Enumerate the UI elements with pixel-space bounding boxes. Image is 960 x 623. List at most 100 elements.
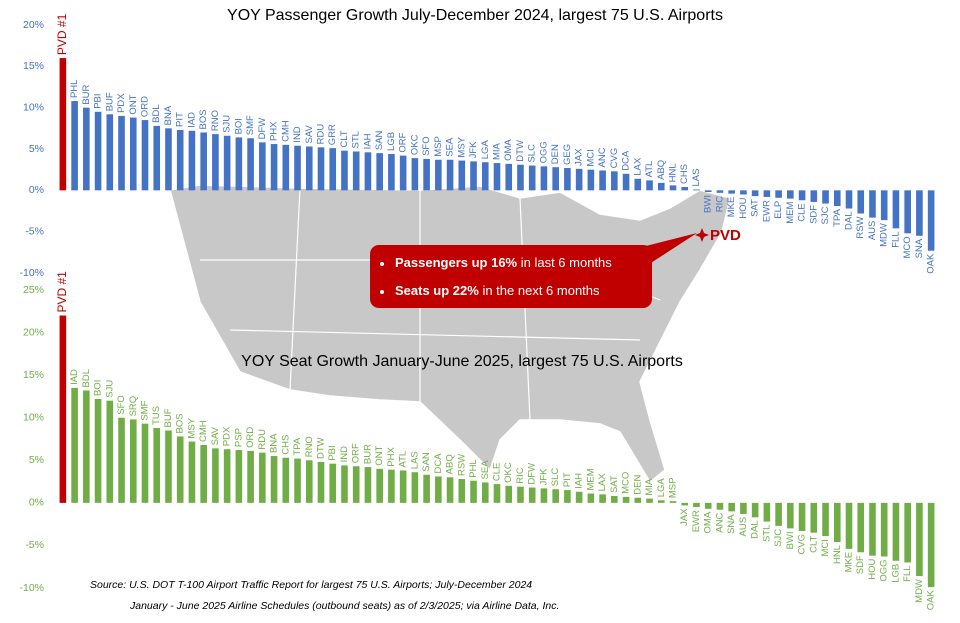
bar-label: SLC (527, 144, 538, 163)
bar-label: PVD #1 (55, 13, 69, 55)
y-tick-label: -5% (25, 539, 44, 551)
bar-label: PHL (69, 80, 80, 98)
bar (83, 390, 90, 503)
y-tick-label: 20% (23, 19, 44, 31)
callout-text: Passengers up 16% in last 6 months (395, 255, 612, 270)
bar (329, 463, 337, 503)
bar (916, 502, 923, 577)
bar (270, 144, 278, 191)
bar-label: LGA (480, 140, 491, 160)
bar-label: BWI (785, 531, 796, 549)
bar-label: MDW (914, 579, 925, 603)
bar-label: BUR (362, 444, 373, 464)
y-tick-label: 25% (23, 284, 44, 296)
bar (341, 465, 348, 503)
bar-label: DEN (632, 475, 643, 495)
bar (399, 155, 407, 191)
bar-label: PIT (562, 472, 573, 487)
bar-label: BDL (151, 104, 162, 122)
y-tick-label: 0% (29, 184, 44, 196)
bar-label: RSW (456, 454, 467, 476)
bar (517, 486, 524, 503)
bar (341, 150, 348, 191)
bar (399, 470, 407, 503)
callout: Passengers up 16% in last 6 months Seats… (370, 227, 741, 308)
bar (165, 430, 172, 503)
bar-label: PHX (386, 446, 397, 466)
bar (83, 107, 90, 191)
bar-label: OMA (703, 511, 714, 533)
bar-label: ATL (644, 161, 655, 178)
bar-label: RIC (515, 467, 526, 484)
bar (235, 137, 243, 191)
bar-label: SAN (421, 452, 432, 472)
bar (94, 398, 102, 503)
bar (763, 190, 771, 197)
bar (904, 502, 911, 563)
bar-label: LAX (632, 157, 643, 176)
bar (165, 128, 172, 191)
bar (94, 111, 102, 191)
bar (528, 487, 536, 503)
bar-label: FLL (890, 231, 901, 247)
bar-label: BNA (163, 105, 174, 125)
bar (259, 452, 266, 503)
bar-label: MEM (585, 468, 596, 490)
bar-label: ANC (597, 147, 608, 167)
bar-label: ELP (773, 201, 784, 219)
bar (622, 173, 630, 191)
bar-label: LAX (597, 473, 608, 492)
y-tick-label: 15% (23, 60, 44, 72)
bar (787, 502, 794, 529)
bar (317, 461, 325, 503)
bar-label: IAH (574, 473, 585, 489)
bar (892, 502, 900, 561)
bar (681, 502, 689, 506)
bar-label: LGB (386, 132, 397, 151)
map-border (519, 197, 531, 421)
bar-label: MSP (668, 478, 679, 499)
bar-label: CHS (280, 435, 291, 455)
bar (493, 484, 501, 503)
bar (810, 190, 818, 202)
bar (481, 482, 489, 503)
bar (528, 165, 536, 191)
bar (71, 101, 78, 191)
bar (352, 151, 360, 191)
bar-label: JFK (468, 141, 479, 159)
bar (634, 497, 642, 503)
bar-label: DAL (844, 212, 855, 230)
bar-label: CMH (280, 120, 291, 142)
bar-label: ONT (128, 94, 139, 114)
bar-label: SAT (750, 199, 761, 217)
bar (751, 502, 759, 518)
bar (611, 171, 618, 191)
callout-rest: in the next 6 months (479, 283, 600, 298)
bar-label: SFO (421, 136, 432, 156)
bar-label: SLC (550, 468, 561, 487)
bar-label: SRQ (128, 396, 139, 417)
bar (411, 158, 419, 191)
bar-label: BDL (81, 369, 92, 387)
bar (435, 159, 442, 191)
bar-label: SNA (914, 238, 925, 258)
bar (845, 190, 853, 209)
bar-label: OAK (926, 253, 937, 274)
bar (129, 419, 137, 503)
bar-label: ABQ (445, 454, 456, 474)
bar (681, 187, 689, 191)
bar (575, 491, 583, 503)
bar (740, 502, 747, 514)
bar-label: PIT (175, 112, 186, 127)
bar (118, 115, 125, 191)
bar-label: RSW (855, 216, 866, 238)
bar-label: TPA (832, 208, 843, 226)
bar (458, 479, 466, 503)
bar (71, 387, 78, 503)
bar (517, 164, 524, 191)
bar-label: MIA (644, 478, 655, 496)
bar (845, 502, 853, 549)
bar-label: GRR (327, 124, 338, 145)
bar-label: IND (339, 446, 350, 463)
bar-label: HOU (738, 197, 749, 218)
